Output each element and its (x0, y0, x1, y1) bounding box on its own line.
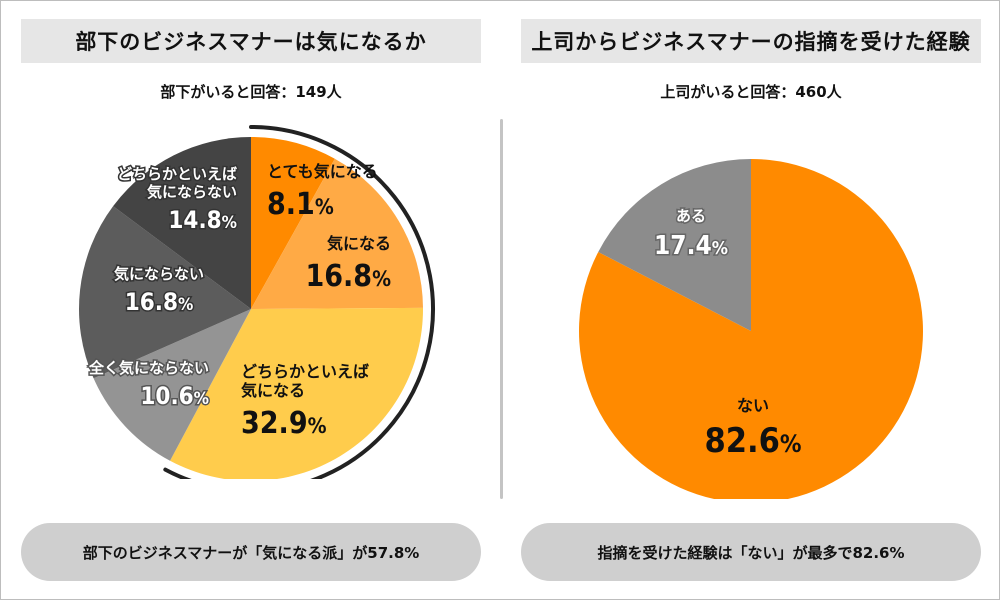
left-pie-label-5-line-0: どちらかといえば (117, 165, 237, 183)
right-chart-title: 上司からビジネスマナーの指摘を受けた経験 (521, 19, 981, 63)
left-pie-value-4: 16.8% (125, 288, 194, 316)
panel-divider (500, 119, 503, 499)
left-pie-chart: とても気になる8.1%気になる16.8%どちらかといえば気になる32.9%全く気… (79, 125, 435, 479)
left-pie-label-2-line-0: どちらかといえば (241, 362, 369, 381)
left-pie-label-2-line-1: 気になる (241, 381, 305, 400)
left-pie-label-5-line-1: 気にならない (147, 183, 237, 201)
right-summary-pill: 指摘を受けた経験は「ない」が最多で82.6% (521, 523, 981, 581)
left-pie-slice-0 (251, 137, 335, 309)
right-pie-chart: ない 82.6% ある 17.4% (579, 159, 923, 499)
left-respondent-count: 部下がいると回答：149人 (160, 83, 342, 101)
left-pie-label-0: とても気になる 8.1% (267, 162, 378, 222)
left-pie-slice-5 (113, 137, 251, 309)
left-pie-value-1: 16.8% (305, 259, 391, 294)
left-pie-label-3: 全く気にならない 10.6% (86, 358, 210, 412)
right-pie-label-0-line-0: ない (737, 396, 769, 415)
left-pie-slice-3 (93, 309, 251, 461)
right-pie-label-0: ない 82.6% (704, 396, 801, 461)
left-chart-title: 部下のビジネスマナーは気になるか (21, 19, 481, 63)
left-pie-slice-4 (79, 206, 251, 379)
left-pie-value-3: 10.6% (140, 382, 209, 410)
left-pie-label-1-line-0: 気になる (327, 234, 391, 253)
left-pie-value-2: 32.9% (241, 406, 327, 441)
left-pie-label-4: 気にならない 16.8% (112, 264, 205, 318)
left-pie-slice-2 (170, 307, 424, 479)
left-pie-value-5: 14.8% (168, 206, 237, 234)
right-pie-value-0: 82.6% (704, 421, 801, 461)
left-pie-slice-1 (251, 158, 423, 309)
left-pie-highlight-arc (163, 125, 435, 479)
right-pie-slice-0 (579, 159, 923, 499)
left-pie-label-1: 気になる 16.8% (305, 234, 391, 294)
right-pie-label-1: ある 17.4% (653, 206, 730, 263)
right-pie-slice-1 (598, 159, 751, 331)
right-pie-value-1: 17.4% (654, 231, 728, 261)
right-respondent-count: 上司がいると回答：460人 (660, 83, 842, 101)
left-pie-label-4-line-0: 気にならない (114, 265, 204, 283)
right-pie-label-1-line-0: ある (676, 207, 706, 225)
left-summary-pill: 部下のビジネスマナーが「気になる派」が57.8% (21, 523, 481, 581)
left-pie-value-0: 8.1% (267, 187, 334, 222)
left-pie-label-0-line-0: とても気になる (267, 162, 378, 181)
left-pie-label-3-line-0: 全く気にならない (88, 359, 209, 377)
